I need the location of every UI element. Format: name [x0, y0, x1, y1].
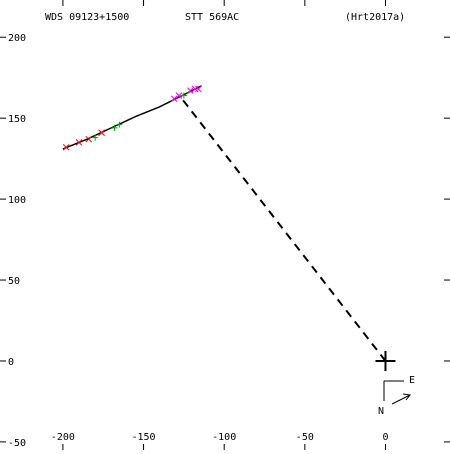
observation-point	[75, 139, 83, 146]
orbit-line	[62, 85, 202, 150]
compass	[383, 380, 411, 405]
observation-point	[62, 143, 70, 151]
x-tick-label: -150	[132, 432, 156, 443]
observation-point	[186, 87, 194, 95]
observation-point	[170, 95, 178, 103]
observation-point	[92, 134, 99, 141]
compass-east: E	[409, 375, 415, 386]
y-tick-label: 100	[8, 195, 26, 206]
primary-marker	[375, 350, 396, 371]
x-tick-label: -200	[51, 432, 75, 443]
x-tick-label: 0	[382, 432, 388, 443]
observation-point	[98, 129, 105, 137]
y-tick-label: 50	[8, 276, 20, 287]
y-tick-label: -50	[8, 438, 26, 449]
x-tick-label: -100	[212, 432, 236, 443]
compass-arrowhead	[402, 393, 411, 401]
observation-point	[180, 92, 187, 99]
y-tick-label: 0	[8, 357, 14, 368]
header-right: (Hrt2017a)	[345, 12, 405, 23]
observation-point	[111, 124, 118, 131]
x-tick-label: -50	[296, 432, 314, 443]
observation-point	[195, 85, 202, 93]
observation-point	[85, 135, 93, 143]
observation-point	[191, 85, 199, 93]
header-center: STT 569AC	[185, 12, 239, 23]
compass-north: N	[378, 406, 384, 417]
header-left: WDS 09123+1500	[45, 12, 129, 23]
y-tick-label: 200	[8, 33, 26, 44]
observation-point	[116, 121, 123, 128]
observation-point	[175, 92, 183, 99]
y-tick-label: 150	[8, 114, 26, 125]
compass-arrow	[391, 394, 411, 405]
